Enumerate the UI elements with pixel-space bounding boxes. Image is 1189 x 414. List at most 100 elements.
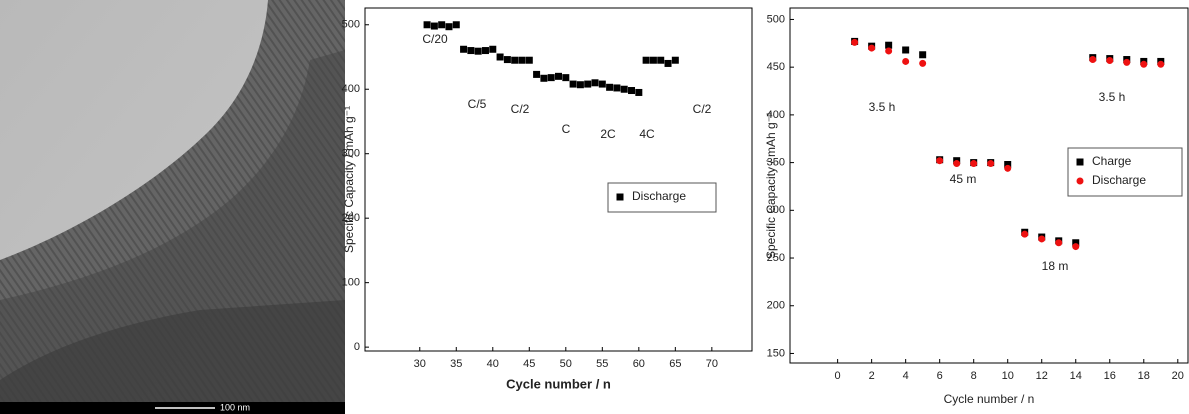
x-tick-label: 10 [1002,370,1014,382]
annotation: C/5 [468,97,487,111]
legend-label: Discharge [632,189,686,203]
y-axis-label: Specific Capacity / mAh g⁻¹ [764,112,778,259]
annotation: C/20 [422,32,448,46]
legend-label: Charge [1092,154,1132,168]
x-tick-label: 2 [869,370,875,382]
data-point [1089,56,1097,64]
x-tick-label: 30 [414,358,426,370]
x-tick-label: 20 [1172,370,1184,382]
data-point [885,47,893,55]
data-point [445,23,453,31]
data-point [1072,243,1080,251]
annotation: 4C [639,127,655,141]
y-tick-label: 400 [342,83,360,95]
x-tick-label: 18 [1138,370,1150,382]
data-point [1004,161,1012,169]
annotation: C/2 [511,102,530,116]
data-point [576,81,584,89]
data-point [936,157,944,165]
data-point [518,56,526,64]
data-point [569,80,577,88]
legend-label: Discharge [1092,173,1146,187]
x-tick-label: 65 [669,358,681,370]
data-point [613,84,621,92]
data-point [970,160,978,168]
data-point [1055,239,1063,247]
legend-box [607,182,717,213]
data-point [423,21,431,29]
data-point [664,59,672,67]
y-tick-label: 500 [767,13,785,25]
data-point [533,70,541,78]
annotation: C/2 [693,102,712,116]
data-point [1072,239,1080,247]
data-point [489,45,497,53]
data-point [902,57,910,65]
data-point [525,56,533,64]
y-tick-label: 0 [354,341,360,353]
annotation: 2C [600,127,616,141]
data-point [452,21,460,29]
x-tick-label: 40 [487,358,499,370]
data-point [474,47,482,55]
tem-image: 100 nm [0,0,345,414]
data-point [919,59,927,67]
y-tick-label: 200 [342,212,360,224]
data-point [467,47,475,55]
data-point [919,51,927,59]
x-tick-label: 55 [596,358,608,370]
y-tick-label: 450 [767,61,785,73]
data-point [584,80,592,88]
data-point [438,21,446,29]
scale-bar-label: 100 nm [220,402,250,412]
data-point [460,45,468,53]
x-tick-label: 4 [903,370,909,382]
data-point [555,72,562,80]
data-point [606,83,614,91]
annotation: C [562,122,571,136]
y-axis-label: Specific Capacity / mAh g⁻¹ [342,106,356,253]
data-point [885,41,893,49]
data-point [1140,60,1148,68]
x-tick-label: 50 [560,358,572,370]
legend-box [1067,147,1183,197]
x-tick-label: 70 [706,358,718,370]
data-point [851,38,859,46]
data-point [1123,58,1131,66]
y-tick-label: 200 [767,300,785,312]
data-point [642,56,650,64]
data-point [598,80,606,88]
x-tick-label: 45 [523,358,535,370]
y-tick-label: 100 [342,277,360,289]
data-point [987,160,995,168]
x-tick-label: 12 [1036,370,1048,382]
annotation: 45 m [950,172,977,186]
data-point [635,88,643,96]
data-point [1004,164,1012,172]
data-point [953,160,961,168]
y-tick-label: 300 [342,148,360,160]
x-tick-label: 14 [1070,370,1082,382]
plot-frame [789,7,1189,364]
legend-marker [1076,177,1084,185]
data-point [868,44,876,52]
data-point [1106,56,1114,64]
plot-frame [364,7,753,352]
x-axis-label: Cycle number / n [506,376,611,391]
annotation: 18 m [1042,259,1069,273]
data-point [1038,235,1046,243]
data-point [657,56,665,64]
annotation: 3.5 h [1099,90,1126,104]
legend-marker [1076,158,1084,166]
x-tick-label: 60 [633,358,645,370]
y-tick-label: 350 [767,157,785,169]
data-point [1157,60,1165,68]
y-tick-label: 500 [342,19,360,31]
data-point [496,53,504,61]
data-point [620,85,628,93]
data-point [540,74,548,82]
data-point [562,74,570,82]
data-point [481,47,489,55]
y-tick-label: 250 [767,252,785,264]
